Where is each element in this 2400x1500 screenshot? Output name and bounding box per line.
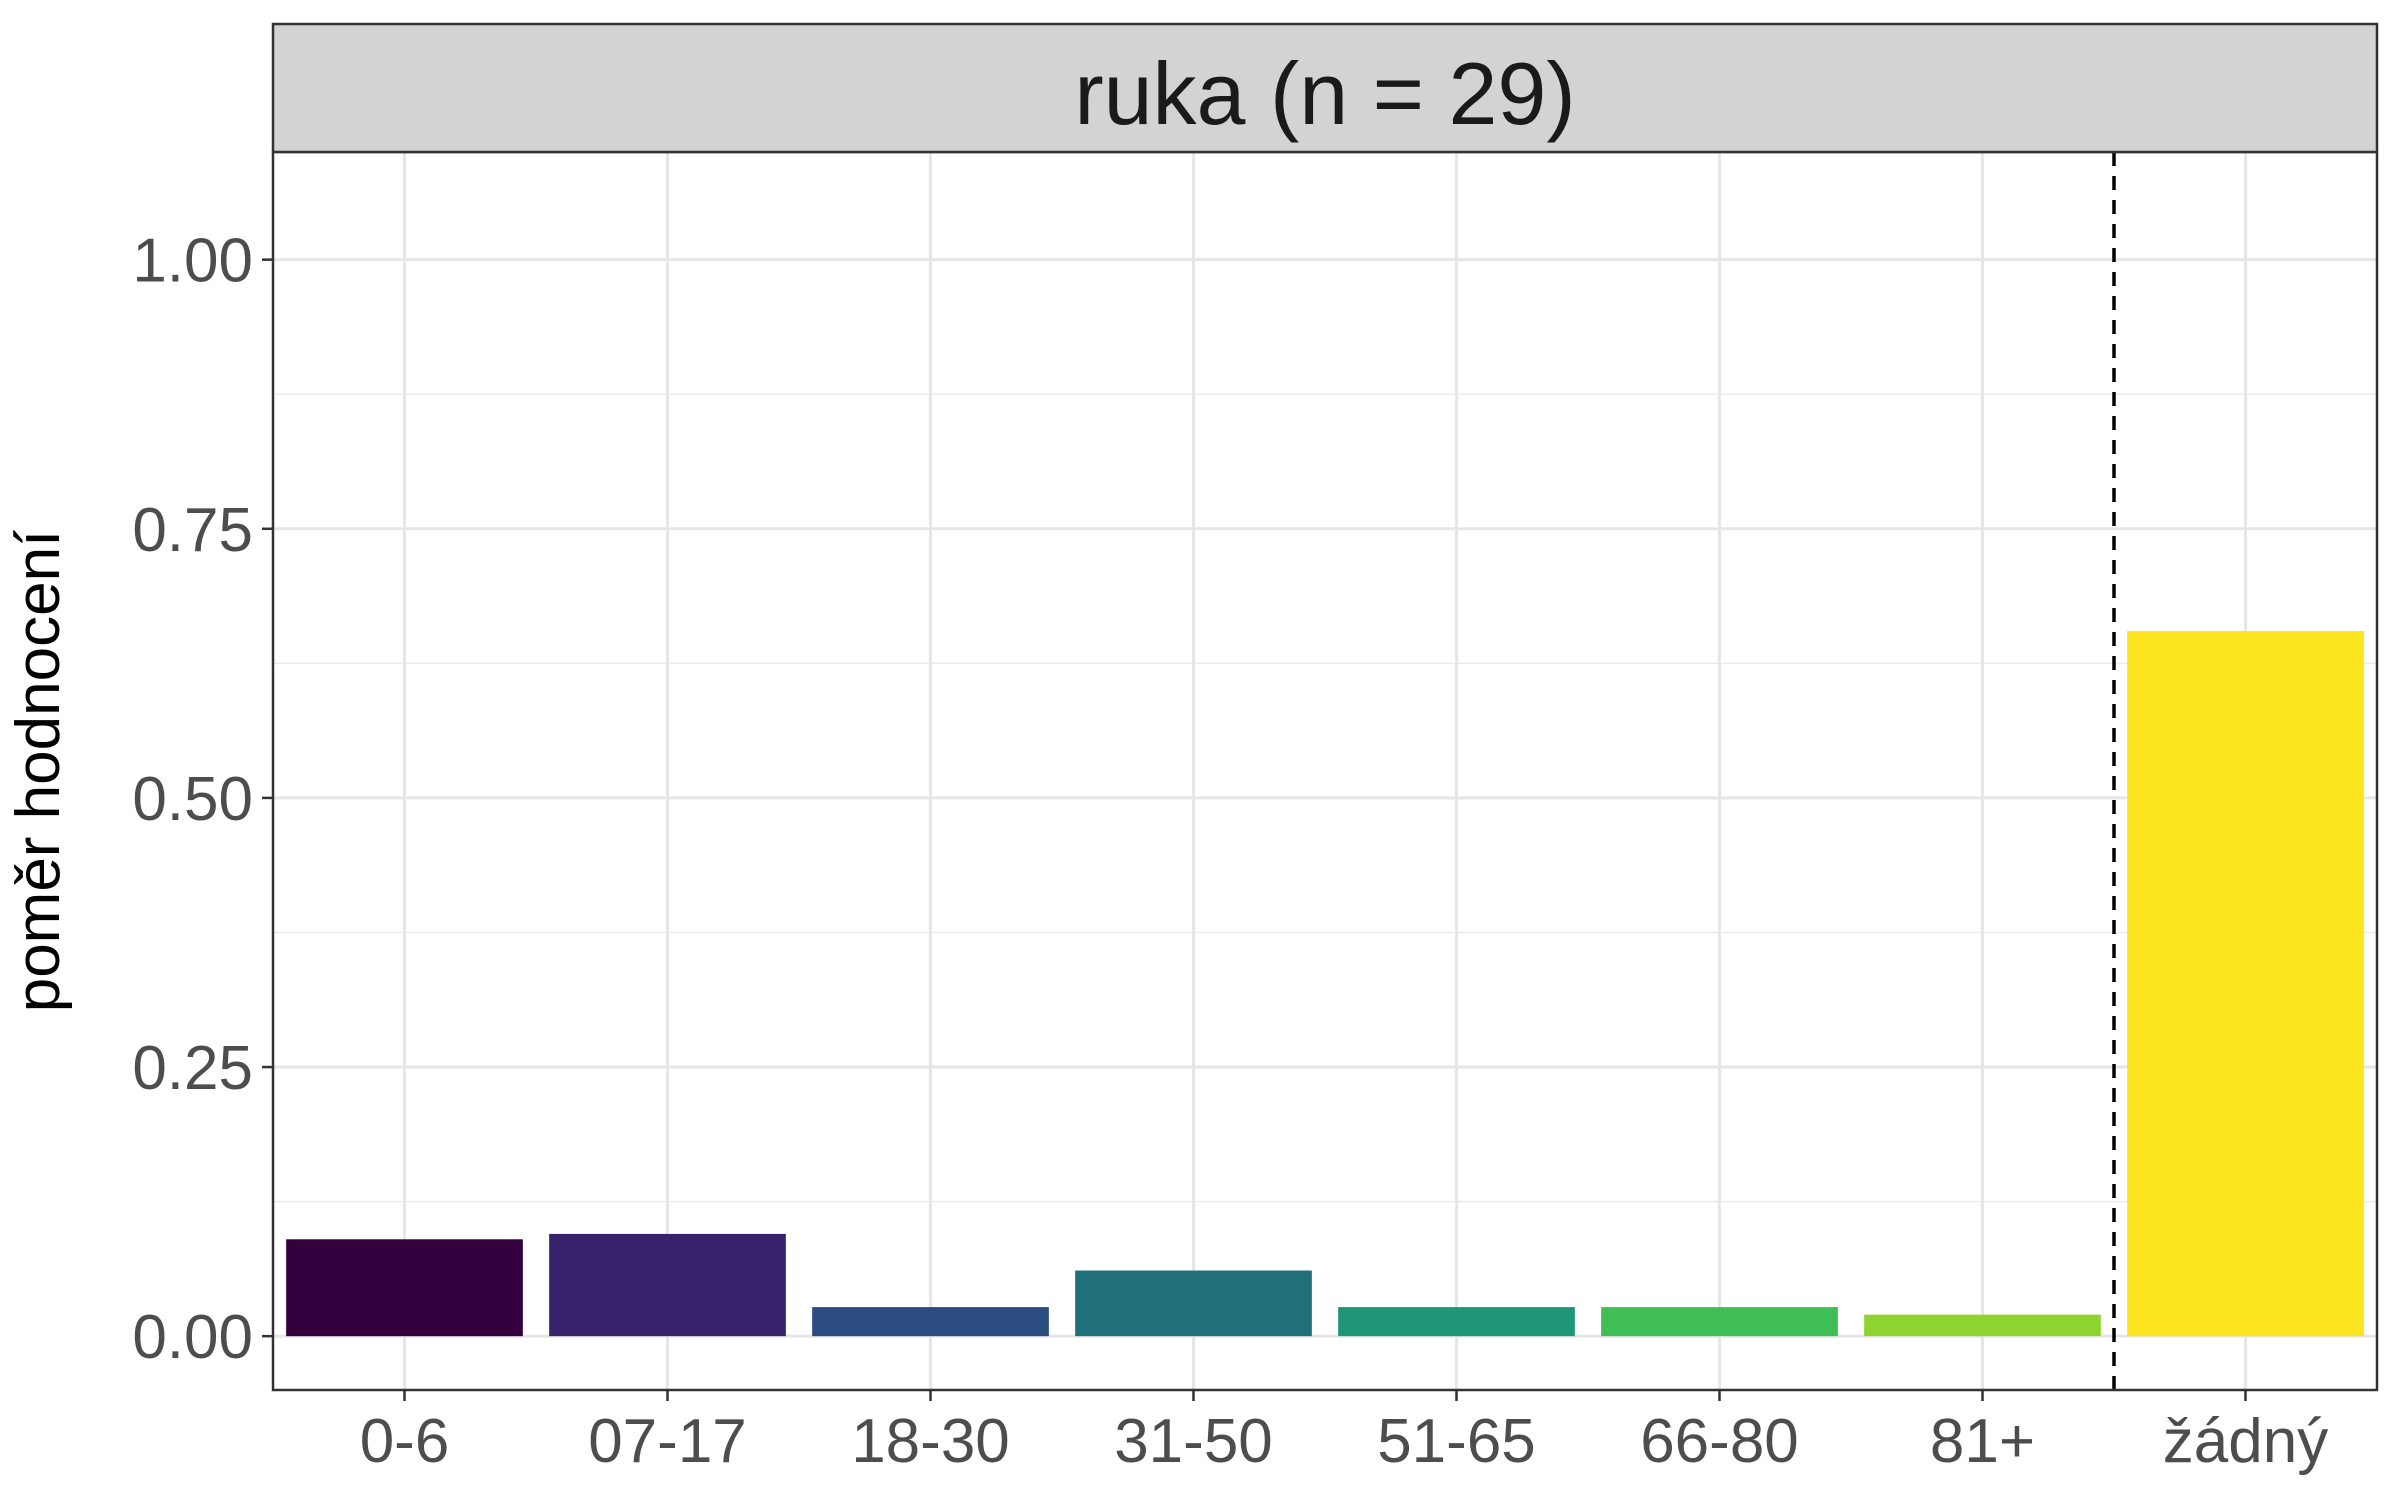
- x-tick-label: 51-65: [1377, 1407, 1536, 1476]
- x-axis: 0-6 07-17 18-30 31-50 51-65 66-80 81+ žádný: [360, 1390, 2328, 1476]
- x-tick-label: 31-50: [1114, 1407, 1273, 1476]
- x-tick-label: 66-80: [1640, 1407, 1799, 1476]
- bar-31-50: [1075, 1270, 1312, 1337]
- bar-51-65: [1338, 1307, 1575, 1337]
- y-axis-title: poměr hodnocení: [4, 530, 73, 1013]
- bar-66-80: [1601, 1307, 1838, 1337]
- y-tick-label: 0.75: [132, 496, 253, 565]
- y-tick-label: 1.00: [132, 227, 253, 296]
- bar-žádný: [2127, 631, 2364, 1337]
- strip-background: [271, 22, 2379, 154]
- x-tick-label: 18-30: [851, 1407, 1010, 1476]
- chart-title: ruka (n = 29): [1074, 44, 1575, 143]
- panel-background: [273, 152, 2377, 1390]
- x-tick-label: 81+: [1930, 1407, 2035, 1476]
- y-axis: 0.00 0.25 0.50 0.75 1.00: [132, 227, 273, 1372]
- bar-18-30: [812, 1307, 1049, 1337]
- bar-07-17: [549, 1233, 786, 1337]
- bar-81+: [1864, 1314, 2101, 1337]
- bar-0-6: [286, 1239, 523, 1337]
- grid-lines: [273, 152, 2377, 1390]
- y-tick-label: 0.25: [132, 1034, 253, 1103]
- bars: [286, 631, 2364, 1337]
- y-tick-label: 0.00: [132, 1303, 253, 1372]
- x-tick-label: 0-6: [360, 1407, 450, 1476]
- x-tick-label: 07-17: [588, 1407, 747, 1476]
- y-tick-label: 0.50: [132, 765, 253, 834]
- x-tick-label: žádný: [2163, 1407, 2328, 1476]
